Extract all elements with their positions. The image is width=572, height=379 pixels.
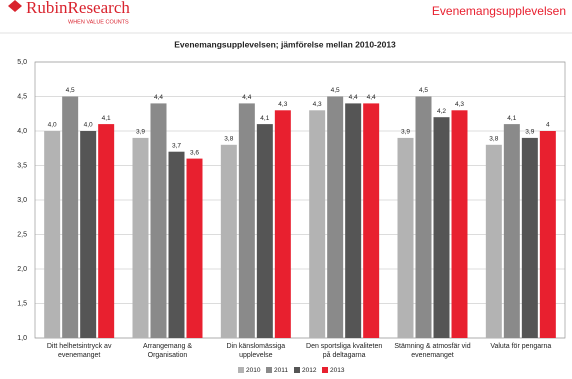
bar bbox=[539, 131, 556, 338]
bar bbox=[256, 124, 273, 338]
value-label: 3,7 bbox=[172, 142, 181, 149]
bar bbox=[132, 137, 149, 338]
bar bbox=[415, 96, 432, 338]
value-label: 4,0 bbox=[84, 122, 93, 129]
value-label: 4,3 bbox=[278, 101, 287, 108]
y-tick-label: 4,5 bbox=[17, 93, 27, 100]
legend-swatch bbox=[238, 367, 244, 373]
legend-swatch bbox=[294, 367, 300, 373]
legend-label: 2013 bbox=[330, 367, 345, 374]
y-tick-label: 2,5 bbox=[17, 231, 27, 238]
bar bbox=[503, 124, 520, 338]
bar bbox=[521, 137, 538, 338]
bar bbox=[274, 110, 291, 338]
value-label: 4,3 bbox=[313, 101, 322, 108]
legend-label: 2012 bbox=[302, 367, 317, 374]
bar bbox=[397, 137, 414, 338]
y-tick-label: 1,5 bbox=[17, 300, 27, 307]
bar bbox=[238, 103, 255, 339]
x-tick-label: Arrangemang & Organisation bbox=[142, 343, 193, 359]
value-label: 4,4 bbox=[242, 94, 251, 101]
value-label: 3,8 bbox=[224, 136, 233, 143]
legend-label: 2010 bbox=[246, 367, 261, 374]
bar bbox=[98, 124, 115, 338]
bar bbox=[168, 151, 185, 338]
bar bbox=[309, 110, 326, 338]
value-label: 4,5 bbox=[66, 87, 75, 94]
value-label: 3,9 bbox=[401, 129, 410, 136]
value-label: 4,4 bbox=[367, 94, 376, 101]
value-label: 3,8 bbox=[489, 136, 498, 143]
x-tick-label: Stämning & atmosfär vid evenemanget bbox=[394, 343, 471, 359]
legend-swatch bbox=[266, 367, 272, 373]
chart-title: Evenemangsupplevelsen; jämförelse mellan… bbox=[174, 39, 396, 49]
bar bbox=[345, 103, 362, 339]
logo: RubinResearch bbox=[26, 0, 130, 17]
bar bbox=[451, 110, 468, 338]
y-tick-label: 3,5 bbox=[17, 162, 27, 169]
bar bbox=[327, 96, 344, 338]
legend-label: 2011 bbox=[274, 367, 288, 374]
value-label: 4,3 bbox=[455, 101, 464, 108]
value-label: 4,2 bbox=[437, 108, 446, 115]
value-label: 4,1 bbox=[102, 115, 111, 122]
value-label: 4,4 bbox=[154, 94, 163, 101]
logo-icon bbox=[8, 0, 22, 12]
bar bbox=[186, 158, 203, 338]
value-label: 3,6 bbox=[190, 149, 199, 156]
value-label: 4,5 bbox=[419, 87, 428, 94]
value-label: 4 bbox=[546, 122, 550, 129]
value-label: 4,1 bbox=[260, 115, 269, 122]
bar bbox=[363, 103, 380, 339]
section-title: Evenemangsupplevelsen bbox=[432, 4, 566, 18]
y-tick-label: 5,0 bbox=[17, 59, 27, 66]
x-tick-label: Din känslomässiga upplevelse bbox=[226, 343, 286, 359]
bar bbox=[433, 117, 450, 338]
y-tick-label: 3,0 bbox=[17, 197, 27, 204]
value-label: 4,0 bbox=[48, 122, 57, 129]
y-tick-label: 2,0 bbox=[17, 266, 27, 273]
bar bbox=[220, 144, 237, 338]
x-tick-label: Den sportsliga kvaliteten på deltagarna bbox=[306, 343, 383, 359]
bar bbox=[485, 144, 502, 338]
plot-frame bbox=[34, 61, 566, 339]
value-label: 4,4 bbox=[349, 94, 358, 101]
x-tick-label: Ditt helhetsintryck av evenemanget bbox=[46, 343, 112, 359]
bar bbox=[150, 103, 167, 339]
y-tick-label: 1,0 bbox=[17, 335, 27, 342]
bar bbox=[80, 131, 97, 338]
value-label: 4,1 bbox=[507, 115, 516, 122]
value-label: 4,5 bbox=[331, 87, 340, 94]
tagline: WHEN VALUE COUNTS bbox=[68, 19, 129, 25]
value-label: 3,9 bbox=[525, 129, 534, 136]
x-tick-label: Valuta för pengarna bbox=[490, 343, 552, 350]
legend-swatch bbox=[322, 367, 328, 373]
value-label: 3,9 bbox=[136, 129, 145, 136]
bar bbox=[44, 131, 61, 338]
y-tick-label: 4,0 bbox=[17, 128, 27, 135]
bar bbox=[62, 96, 79, 338]
